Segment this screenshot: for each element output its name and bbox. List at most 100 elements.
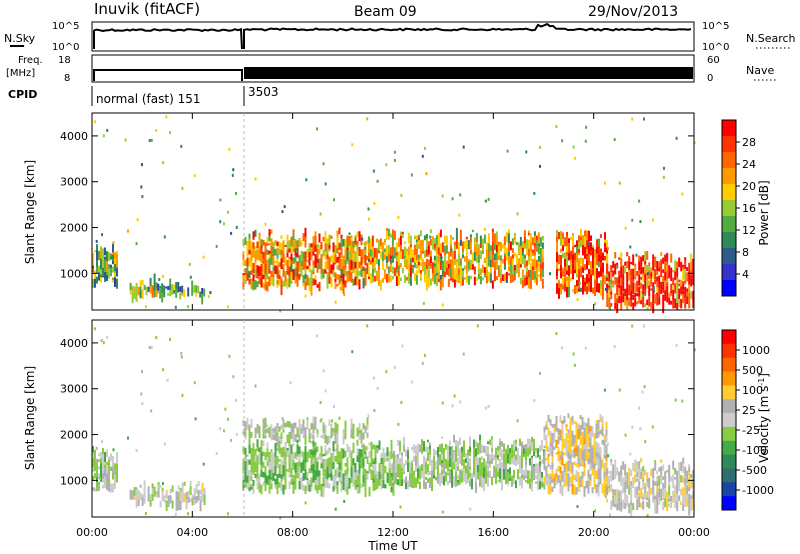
echo-cell xyxy=(487,471,489,478)
echo-cell xyxy=(302,424,305,431)
echo-cell xyxy=(110,487,112,493)
nsky-tick-top: 10^5 xyxy=(52,21,79,32)
echo-cell xyxy=(252,242,255,249)
echo-cell xyxy=(578,269,580,275)
echo-cell xyxy=(403,258,406,265)
echo-cell xyxy=(274,465,277,476)
echo-point xyxy=(410,173,413,177)
echo-cell xyxy=(556,252,558,263)
echo-cell xyxy=(276,455,279,465)
echo-cell xyxy=(332,428,335,433)
echo-cell xyxy=(652,468,655,479)
echo-cell xyxy=(157,290,160,294)
echo-cell xyxy=(292,484,295,494)
echo-cell xyxy=(399,263,402,268)
echo-point xyxy=(631,425,634,429)
echo-cell xyxy=(328,276,331,284)
echo-cell xyxy=(106,271,108,275)
echo-cell xyxy=(503,255,506,265)
echo-cell xyxy=(300,428,303,432)
echo-cell xyxy=(658,261,661,268)
echo-cell xyxy=(483,449,485,453)
echo-cell xyxy=(258,247,261,255)
echo-cell xyxy=(338,459,341,463)
echo-cell xyxy=(320,445,323,452)
echo-cell xyxy=(419,230,422,237)
echo-cell xyxy=(280,424,283,430)
echo-cell xyxy=(608,271,611,282)
echo-cell xyxy=(157,482,160,487)
echo-point xyxy=(235,398,237,402)
echo-cell xyxy=(185,499,188,510)
echo-cell xyxy=(155,282,158,290)
echo-cell xyxy=(129,489,132,500)
echo-cell xyxy=(590,281,592,293)
echo-cell xyxy=(497,241,500,246)
echo-cell xyxy=(636,462,639,467)
echo-cell xyxy=(286,241,289,250)
echo-cell xyxy=(298,472,301,481)
echo-cell xyxy=(431,470,433,479)
echo-cell xyxy=(571,449,574,458)
echo-cell xyxy=(411,462,413,473)
echo-cell xyxy=(668,297,671,305)
echo-cell xyxy=(370,459,373,467)
echo-cell xyxy=(551,440,554,452)
echo-cell xyxy=(306,478,309,481)
echo-cell xyxy=(276,284,279,288)
echo-cell xyxy=(92,263,94,266)
echo-cell xyxy=(360,457,363,463)
echo-cell xyxy=(384,484,387,489)
echo-cell xyxy=(137,493,140,500)
echo-cell xyxy=(316,485,319,494)
echo-cell xyxy=(475,242,478,246)
echo-cell xyxy=(155,493,158,497)
echo-cell xyxy=(302,233,305,242)
echo-cell xyxy=(427,478,429,483)
echo-cell xyxy=(322,432,325,440)
echo-cell xyxy=(499,269,502,278)
echo-cell xyxy=(634,459,637,467)
echo-cell xyxy=(310,258,313,261)
echo-cell xyxy=(688,477,691,488)
echo-cell xyxy=(356,427,359,437)
echo-cell xyxy=(250,261,253,264)
echo-point xyxy=(533,192,536,195)
echo-cell xyxy=(336,243,339,248)
echo-cell xyxy=(108,459,110,469)
echo-cell xyxy=(491,458,493,464)
echo-cell xyxy=(491,241,494,250)
echo-cell xyxy=(437,254,440,263)
echo-cell xyxy=(403,437,405,443)
echo-cell xyxy=(114,475,116,487)
echo-cell xyxy=(676,284,679,295)
echo-cell xyxy=(605,458,608,462)
echo-cell xyxy=(564,266,566,278)
echo-cell xyxy=(443,264,446,272)
echo-cell xyxy=(407,459,409,463)
echo-cell xyxy=(622,461,625,470)
echo-cell xyxy=(373,275,376,282)
echo-point xyxy=(422,301,425,305)
echo-cell xyxy=(630,485,633,491)
echo-cell xyxy=(666,282,669,286)
echo-cell xyxy=(147,493,150,502)
echo-cell xyxy=(348,270,351,282)
echo-cell xyxy=(419,481,421,490)
echo-cell xyxy=(187,490,190,497)
echo-cell xyxy=(270,473,273,478)
echo-cell xyxy=(455,280,458,283)
echo-point xyxy=(264,222,267,226)
echo-cell xyxy=(463,265,466,270)
echo-point xyxy=(651,425,654,429)
echo-cell xyxy=(292,257,295,264)
echo-cell xyxy=(360,452,363,458)
echo-cell xyxy=(280,474,283,480)
echo-cell xyxy=(501,258,504,264)
echo-cell xyxy=(377,270,380,279)
echo-point xyxy=(421,361,424,365)
echo-cell xyxy=(161,283,164,293)
echo-cell xyxy=(568,252,570,261)
echo-cell xyxy=(642,288,645,294)
